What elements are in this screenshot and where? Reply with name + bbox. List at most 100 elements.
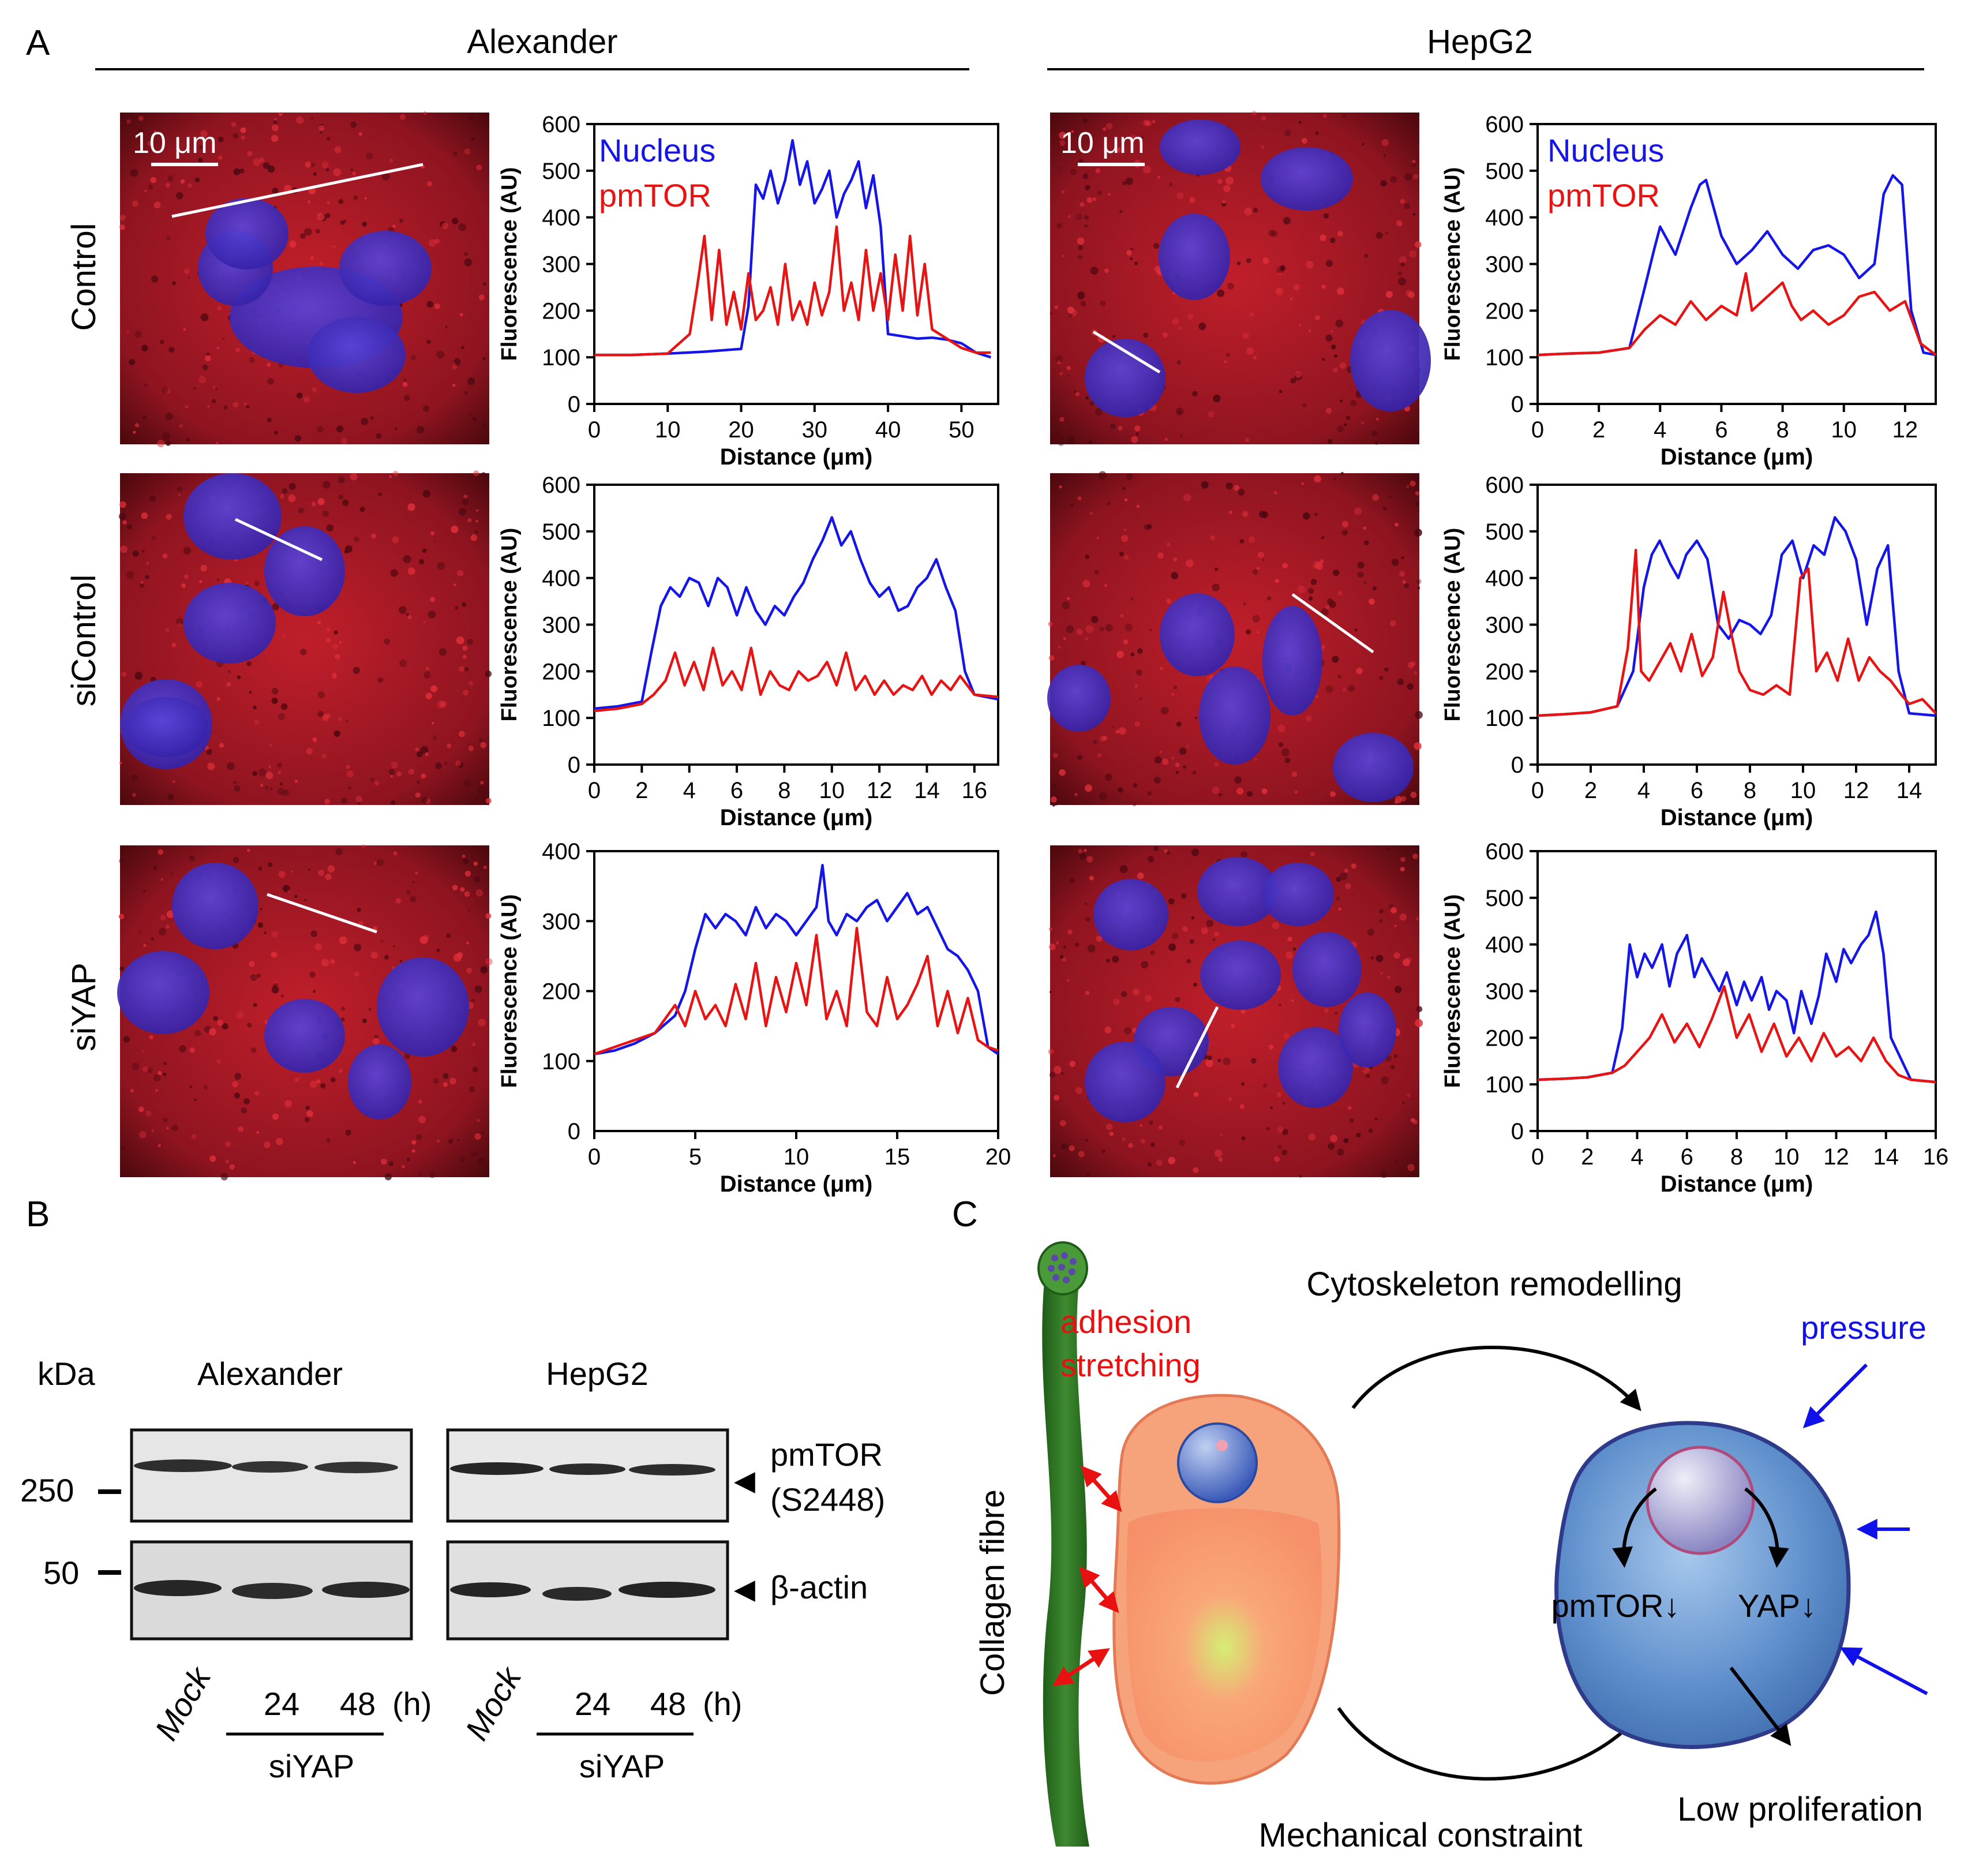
y-tick-label: 100 [1485,706,1524,731]
y-tick-label: 200 [542,298,580,324]
x-tick-label: 4 [1637,778,1650,803]
blot-target-actin: β-actin [770,1569,868,1605]
blot-band [322,1582,410,1598]
cell-nucleus [1159,214,1230,300]
cell-nucleus [1197,857,1278,926]
y-tick-label: 600 [1485,112,1524,137]
label-mechanical: Mechanical constraint [1259,1817,1583,1854]
x-tick-label: 14 [1873,1144,1899,1170]
y-tick-label: 200 [542,979,580,1005]
sirna-label-alexander: siYAP [269,1748,354,1784]
blot-group-hepg2: HepG2 [546,1355,648,1392]
y-tick-label: 200 [1485,298,1524,324]
y-tick-label: 400 [542,839,580,864]
cell-nucleus [183,583,276,664]
collagen-fibre [1042,1270,1089,1847]
blot-band [232,1583,313,1599]
x-tick-label: 16 [1923,1144,1949,1170]
y-tick-label: 500 [1485,159,1524,184]
series-pmtor-line [594,225,991,357]
x-tick-label: 0 [588,417,601,443]
y-axis-label: Fluorescence (AU) [497,894,522,1088]
legend-nucleus-alexander: Nucleus [599,132,715,168]
blot-marker-250: 250 [20,1472,74,1508]
adhesion-arrow-2 [1079,1566,1119,1613]
x-tick-label: 4 [683,778,696,803]
sirna-label-hepg2: siYAP [579,1748,665,1784]
micrograph-hepg2-siyap [1048,845,1423,1178]
y-tick-label: 300 [542,252,580,278]
cell-nucleus [1333,733,1414,802]
lane-unit-hepg2: (h) [703,1686,742,1722]
x-axis-label: Distance (μm) [720,1171,873,1197]
micrograph-hepg2-sicontrol [1047,471,1423,807]
x-tick-label: 12 [867,778,893,803]
x-tick-label: 0 [1531,1144,1544,1170]
y-tick-label: 100 [542,706,580,731]
stretched-cell-cytoplasm [1126,1508,1322,1762]
x-tick-label: 15 [884,1144,910,1170]
label-adhesion: adhesion [1060,1304,1191,1340]
chart-hep-control: 0 2 4 6 8 10 12 0 100 200 300 400 500 600 Distance (μm… [1441,112,1937,470]
series-nucleus-line [594,516,999,710]
fibre-end-dots [1048,1252,1077,1283]
x-tick-label: 10 [1774,1144,1800,1170]
y-tick-label: 400 [1485,566,1524,591]
stretched-cell-nucleus [1177,1422,1258,1503]
series-pmtor-line [594,927,999,1055]
x-axis-label: Distance (μm) [1661,1171,1813,1197]
chart-alex-siyap: 0 5 10 15 20 100 200 300 400 0 Distance (μm) Fluore… [497,839,1011,1197]
cell-nucleus [172,863,258,949]
lane-mock-alexander: Mock [148,1660,219,1746]
blot-band [549,1463,625,1475]
y-axis-label: Fluorescence (AU) [1441,894,1465,1088]
cell-nucleus [1085,339,1165,417]
micrograph-hepg2-control [1050,111,1431,447]
x-tick-label: 2 [1581,1144,1594,1170]
y-tick-label: 0 [1511,392,1524,417]
y-tick-label: 0 [1511,752,1524,778]
cell-nucleus [1199,666,1270,765]
x-tick-label: 8 [1730,1144,1743,1170]
cell-nucleus [125,697,208,757]
row-label-sicontrol: siControl [65,575,103,707]
x-tick-label: 20 [985,1144,1011,1170]
x-tick-label: 14 [1896,778,1922,803]
x-tick-label: 10 [784,1144,809,1170]
line-profile-marker [1175,1006,1219,1089]
x-tick-label: 8 [778,778,790,803]
cell-nucleus [1350,310,1431,411]
cell-nucleus [1160,593,1235,676]
lane-unit-alexander: (h) [392,1686,432,1722]
x-axis-label: Distance (μm) [1661,805,1813,830]
y-tick-label: 300 [1485,979,1524,1005]
blot-band [232,1461,308,1473]
label-stretching: stretching [1060,1347,1201,1383]
arrow-pmtor: ◀ [734,1466,755,1496]
x-tick-label: 0 [1531,417,1544,443]
series-pmtor-line [1537,548,1937,717]
x-tick-label: 14 [914,778,940,803]
micrograph-alexander-control [119,111,489,447]
cell-nucleus [1292,932,1362,1007]
blot-band [542,1587,612,1601]
y-tick-label: 0 [568,752,580,778]
x-tick-label: 6 [1681,1144,1693,1170]
x-tick-label: 5 [689,1144,702,1170]
blot-band [314,1462,398,1473]
cell-nucleus [264,526,345,616]
legend-pmtor-hepg2: pmTOR [1547,177,1660,214]
x-tick-label: 16 [962,778,988,803]
series-nucleus-line [1537,910,1936,1084]
x-tick-label: 2 [1584,778,1597,803]
arrow-to-proliferation [1729,1667,1791,1746]
blot-box-hepg2-pmtor [446,1428,729,1523]
x-tick-label: 10 [819,778,845,803]
y-tick-label: 0 [568,1119,580,1144]
lane-48-alexander: 48 [340,1686,376,1722]
blot-box-alexander-pmtor [130,1428,413,1523]
cell-nucleus [264,999,345,1073]
x-axis-label: Distance (μm) [720,805,873,830]
